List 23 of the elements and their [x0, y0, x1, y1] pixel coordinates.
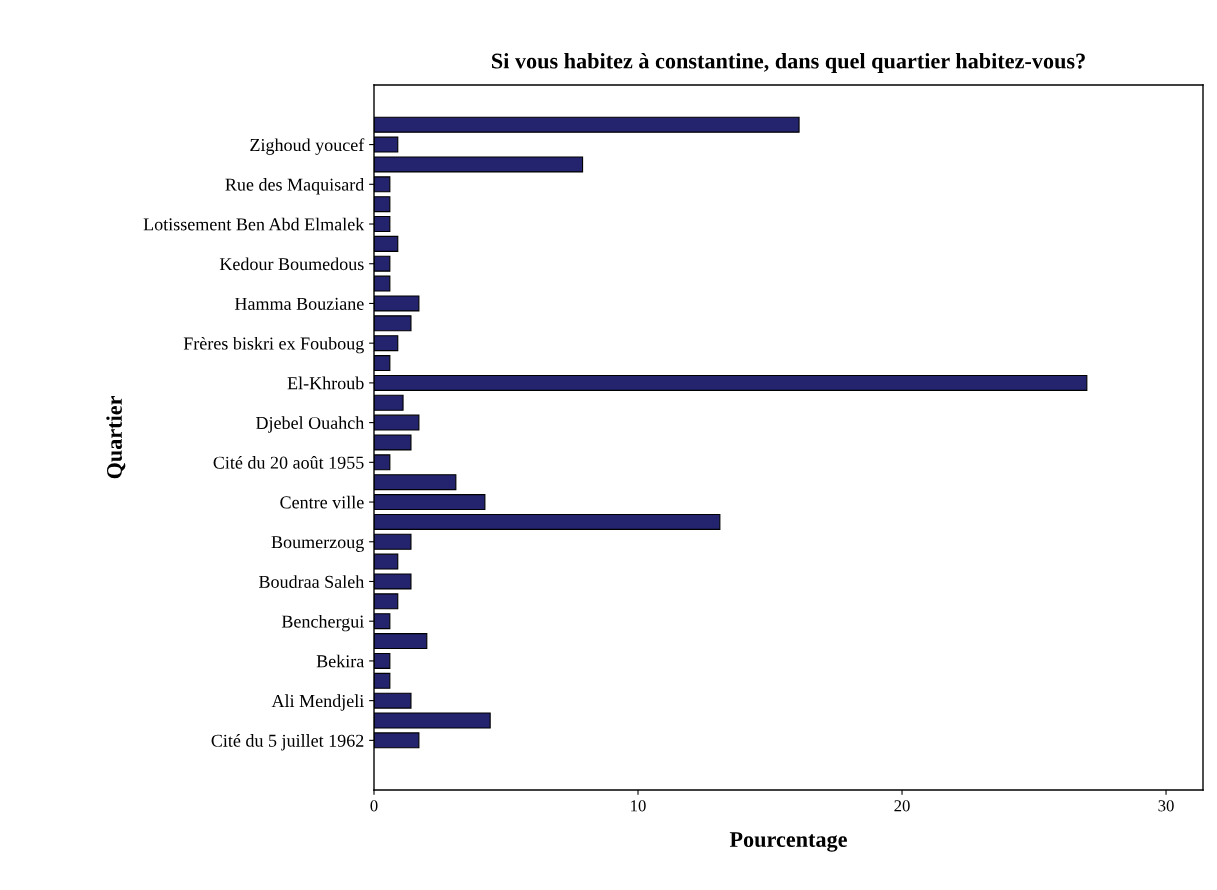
y-tick-label: Boudraa Saleh [259, 575, 365, 588]
y-axis-title: Quartier [106, 396, 126, 479]
chart-title: Si vous habitez à constantine, dans quel quartier habitez-vous? [492, 52, 1085, 74]
y-tick-label: Cité du 5 juillet 1962 [211, 734, 364, 751]
y-tick-label: Kedour Boumedous [219, 257, 364, 271]
y-tick-label: Zighoud youcef [250, 138, 365, 155]
y-tick-label: Lotissement Ben Abd Elmalek [143, 217, 365, 231]
y-tick-label: Djebel Ouahch [256, 416, 365, 433]
y-tick-label: Bekira [316, 654, 365, 668]
y-tick-label: Centre ville [280, 495, 364, 509]
y-tick-label: Benchergui [281, 614, 364, 632]
y-tick-label: El-Khroub [287, 376, 364, 390]
y-tick-label: Cité du 20 août 1955 [213, 456, 364, 469]
y-tick-label: Rue des Maquisard [225, 178, 365, 195]
y-tick-label: Frères biskri ex Fouboug [183, 336, 364, 354]
x-axis-title: Pourcentage [729, 832, 847, 852]
y-tick-label: Ali Mendjeli [271, 694, 364, 711]
x-tick-label: 10 [631, 800, 646, 812]
y-tick-label: Hamma Bouziane [234, 297, 364, 310]
x-tick-label: 0 [370, 800, 378, 812]
x-tick-label: 30 [1158, 800, 1174, 812]
y-tick-label: Boumerzoug [271, 536, 364, 552]
x-tick-label: 20 [894, 800, 910, 812]
